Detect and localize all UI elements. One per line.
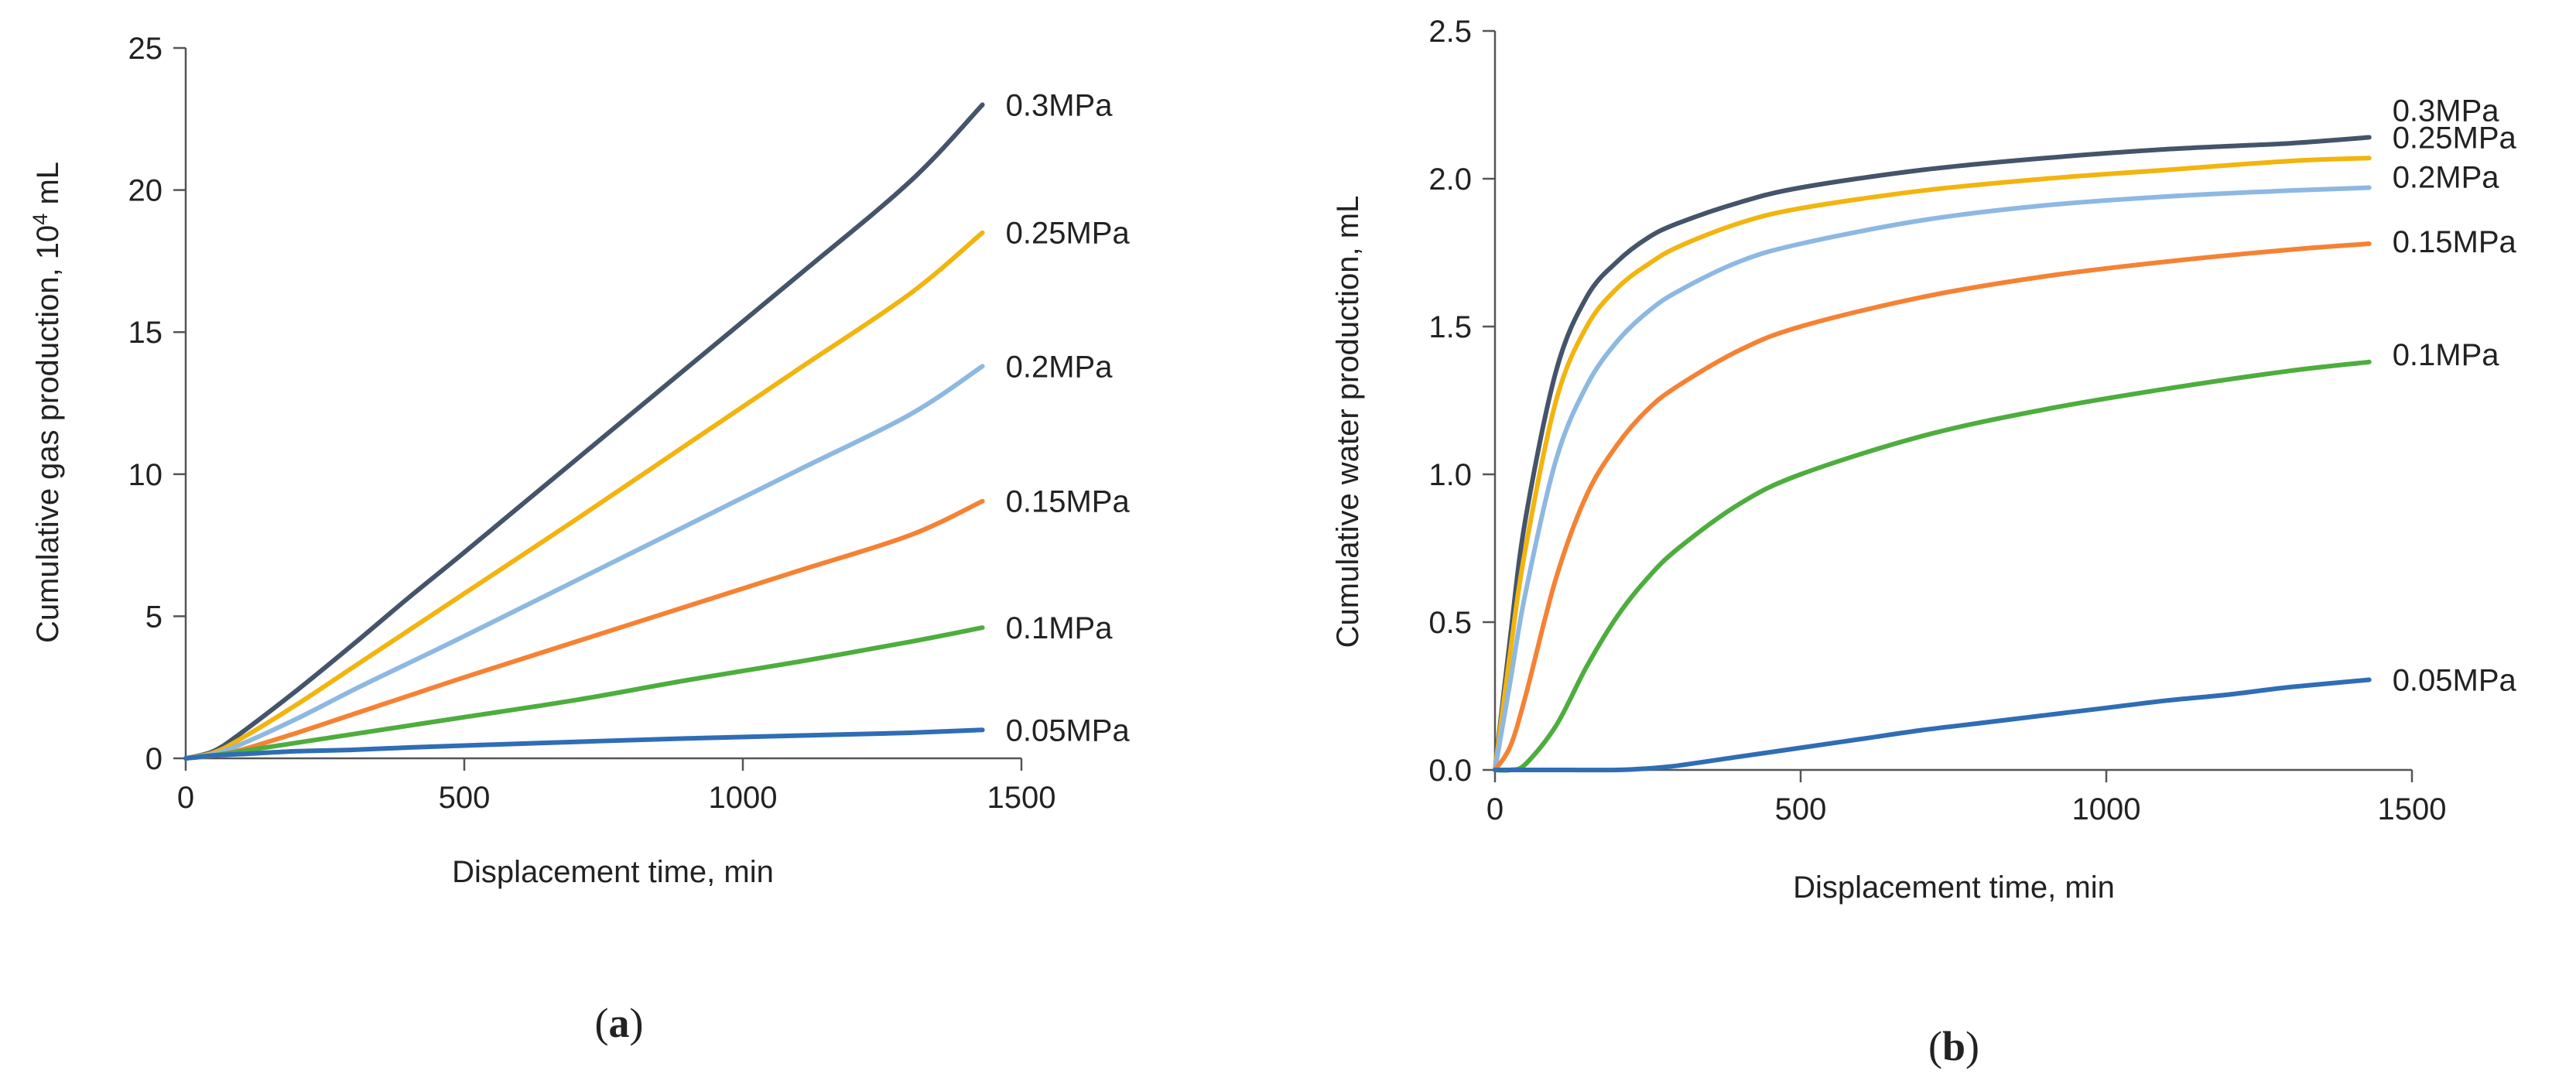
panel-b-series-label: 0.05MPa [2393,663,2517,697]
panel-b-series-line-0-1mpa [1493,359,2372,773]
panel-a-series-label: 0.15MPa [1006,485,1131,519]
panel-b-x-tick-label: 0 [1486,792,1504,826]
panel-a-series-line-0-15mpa [183,498,985,761]
panel-a-series-line-0-05mpa [183,727,985,761]
panel-b-series-label: 0.1MPa [2393,338,2500,372]
panel-a-series-label: 0.2MPa [1006,350,1114,384]
panel-b-series-label: 0.2MPa [2393,160,2500,194]
panel-b-y-tick-label: 1.5 [1428,310,1472,344]
panel-b-series-line-0-3mpa [1493,135,2372,772]
panel-a-label-close: ) [630,1000,644,1046]
panel-a-y-tick-label: 25 [128,32,163,66]
panel-a-y-axis-title: Cumulative gas production, 104 mL [29,162,65,643]
panel-b-x-tick-label: 1500 [2378,792,2447,826]
panel-b-plot-area: 0 500 1000 1500 0.0 0.5 1.0 1.5 2.0 2.5 0.3MPa0.25… [1428,15,2516,826]
panel-b-x-tick-label: 500 [1775,792,1827,826]
panel-a-series-label: 0.05MPa [1006,713,1131,747]
panel-a-y-axis-title-sup: 4 [29,214,52,225]
panel-a-y-axis-title-unit: mL [31,162,65,214]
panel-a-series-line-0-25mpa [183,230,985,761]
panel-b-label-close: ) [1965,1023,1979,1069]
panel-a-label-open: ( [595,1000,609,1046]
panel-a-series-label: 0.25MPa [1006,217,1131,251]
panel-b-y-tick-label: 1.0 [1428,458,1472,492]
panel-b-label-open: ( [1928,1023,1942,1069]
panel-a-chart: 0 500 1000 1500 0 5 10 15 20 25 0.3MPa 0.25MPa 0.2MP… [29,32,1130,1046]
panel-b-series-line-0-05mpa [1493,677,2372,773]
panel-b-x-tick-label: 1000 [2072,792,2141,826]
panel-a-label: (a) [595,1000,644,1046]
panel-a-y-tick-label: 15 [128,316,163,350]
panel-a-y-tick-label: 0 [145,742,162,776]
panel-b-y-tick-label: 0.5 [1428,606,1472,640]
panel-b-series-label: 0.15MPa [2393,225,2517,259]
panel-a-label-letter: a [609,1000,630,1046]
panel-a-y-axis-title-main: Cumulative gas production, 10 [31,225,65,643]
panel-a-x-tick-label: 1000 [709,781,778,815]
panel-b-series-line-0-25mpa [1493,156,2372,772]
panel-b-y-tick-label: 0.0 [1428,754,1472,788]
panel-b-series-line-0-2mpa [1493,185,2372,772]
panel-a-x-axis-title: Displacement time, min [452,855,774,889]
panel-a-x-tick-label: 0 [177,781,194,815]
panel-a-y-tick-label: 10 [128,458,163,492]
panel-b-series-label: 0.25MPa [2393,121,2517,155]
panel-a-series-line-0-1mpa [183,625,985,761]
panel-b-label-letter: b [1942,1023,1965,1069]
panel-a-plot-area: 0 500 1000 1500 0 5 10 15 20 25 0.3MPa 0.25MPa 0.2MP… [128,32,1131,815]
panel-a-y-tick-label: 20 [128,174,163,208]
panel-b-x-axis-title: Displacement time, min [1793,871,2115,905]
panel-b-label: (b) [1928,1023,1979,1069]
panel-a-series-line-0-3mpa [183,102,985,761]
panel-a-series-line-0-2mpa [183,364,985,761]
panel-a-x-tick-label: 1500 [987,781,1056,815]
panel-a-x-tick-label: 500 [439,781,491,815]
panel-a-y-tick-label: 5 [145,600,162,634]
panel-b-chart: 0 500 1000 1500 0.0 0.5 1.0 1.5 2.0 2.5 0.3MPa0.25… [1331,15,2517,1069]
panel-a-series-label: 0.1MPa [1006,611,1114,645]
panel-b-series-label: 0.3MPa [2393,94,2500,128]
panel-b-y-tick-label: 2.5 [1428,15,1472,49]
panel-b-y-tick-label: 2.0 [1428,162,1472,197]
panel-a-series-label: 0.3MPa [1006,88,1114,122]
panel-b-series-line-0-15mpa [1493,241,2372,772]
panel-b-y-axis-title: Cumulative water production, mL [1331,196,1365,648]
